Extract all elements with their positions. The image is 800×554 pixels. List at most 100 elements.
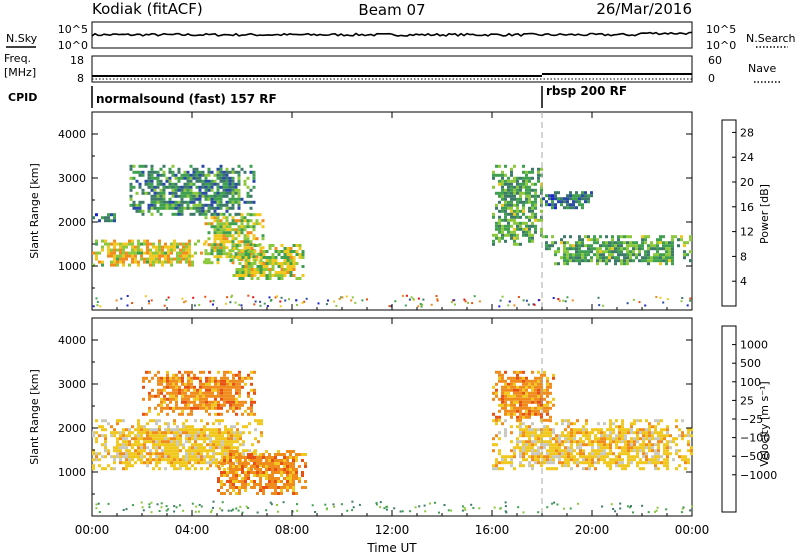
data-cell <box>168 167 172 171</box>
data-cell <box>256 271 260 274</box>
data-cell <box>137 455 140 459</box>
data-cell <box>256 468 259 471</box>
data-cell <box>510 197 513 201</box>
data-cell <box>198 203 202 207</box>
data-cell <box>174 203 178 207</box>
data-cell <box>507 194 510 198</box>
data-cell <box>131 302 134 304</box>
data-cell <box>152 428 155 432</box>
data-cell <box>224 443 227 447</box>
data-cell <box>584 250 587 254</box>
colorbar-tick-label: 25 <box>740 394 754 407</box>
data-cell <box>598 304 601 307</box>
data-cell <box>212 428 215 432</box>
data-cell <box>166 382 169 386</box>
data-cell <box>513 467 516 471</box>
data-cell <box>335 304 338 307</box>
data-cell <box>210 252 214 256</box>
data-cell <box>132 206 136 210</box>
data-cell <box>113 219 116 223</box>
data-cell <box>265 450 268 453</box>
data-cell <box>642 440 645 444</box>
data-cell <box>561 434 564 438</box>
data-cell <box>231 261 235 265</box>
data-cell <box>528 191 531 195</box>
data-cell <box>498 403 501 407</box>
data-cell <box>501 467 504 471</box>
data-cell <box>522 370 525 374</box>
data-cell <box>185 257 188 261</box>
data-cell <box>119 251 122 255</box>
data-cell <box>498 215 501 219</box>
data-cell <box>183 185 187 189</box>
data-cell <box>234 182 238 186</box>
data-cell <box>654 431 657 435</box>
data-cell <box>594 467 597 471</box>
data-cell <box>122 263 125 267</box>
data-cell <box>265 462 268 465</box>
nave-tick-high: 60 <box>708 54 722 67</box>
data-cell <box>557 250 560 254</box>
data-cell <box>252 179 256 183</box>
data-cell <box>495 467 498 471</box>
data-cell <box>229 385 232 389</box>
data-cell <box>189 212 193 216</box>
data-cell <box>510 458 513 462</box>
data-cell <box>142 385 145 389</box>
data-cell <box>235 388 238 392</box>
data-cell <box>137 440 140 444</box>
data-cell <box>522 388 525 392</box>
data-cell <box>605 262 608 266</box>
data-cell <box>557 262 560 266</box>
data-cell <box>647 256 650 260</box>
data-cell <box>113 242 116 246</box>
data-cell <box>274 471 277 474</box>
data-cell <box>225 302 227 305</box>
data-cell <box>614 256 617 260</box>
data-cell <box>216 212 220 216</box>
data-cell <box>204 173 208 177</box>
data-cell <box>522 412 525 416</box>
data-cell <box>590 259 593 263</box>
data-cell <box>198 176 202 180</box>
data-cell <box>199 382 202 386</box>
data-cell <box>101 425 104 429</box>
data-cell <box>462 505 464 508</box>
data-cell <box>513 242 516 246</box>
data-cell <box>609 449 612 453</box>
data-cell <box>220 486 223 489</box>
data-cell <box>587 250 590 254</box>
data-cell <box>636 455 639 459</box>
data-cell <box>594 434 597 438</box>
data-cell <box>621 431 624 435</box>
data-cell <box>240 304 243 307</box>
data-cell <box>101 245 104 249</box>
data-cell <box>152 431 155 435</box>
data-cell <box>156 173 160 177</box>
data-cell <box>217 382 220 386</box>
data-cell <box>461 509 464 512</box>
data-cell <box>147 182 151 186</box>
data-cell <box>268 474 271 477</box>
data-cell <box>210 170 214 174</box>
data-cell <box>253 268 257 271</box>
data-cell <box>528 218 531 222</box>
data-cell <box>223 403 226 407</box>
data-cell <box>522 455 525 459</box>
data-cell <box>219 206 223 210</box>
data-cell <box>204 295 207 298</box>
data-cell <box>669 446 672 450</box>
data-cell <box>609 434 612 438</box>
data-cell <box>542 197 545 201</box>
data-cell <box>163 394 166 398</box>
data-cell <box>534 388 537 392</box>
data-cell <box>225 194 229 198</box>
data-cell <box>213 243 217 247</box>
data-cell <box>654 425 657 429</box>
data-cell <box>171 200 175 204</box>
data-cell <box>160 379 163 383</box>
data-cell <box>567 419 570 423</box>
data-cell <box>199 370 202 374</box>
data-cell <box>219 225 223 229</box>
data-cell <box>198 194 202 198</box>
